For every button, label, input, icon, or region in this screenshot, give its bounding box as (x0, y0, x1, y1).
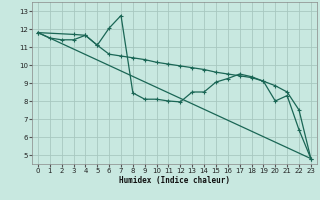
X-axis label: Humidex (Indice chaleur): Humidex (Indice chaleur) (119, 176, 230, 185)
